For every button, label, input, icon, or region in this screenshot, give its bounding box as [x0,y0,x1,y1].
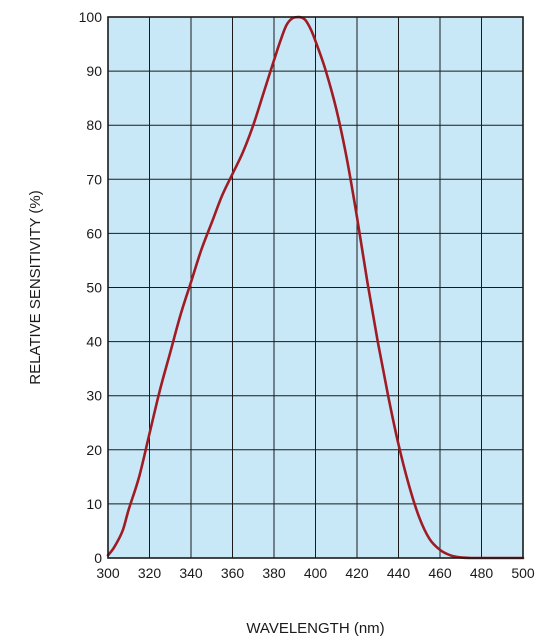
y-tick-label: 90 [86,63,102,79]
x-tick-label: 440 [387,565,411,581]
x-axis-title: WAVELENGTH (nm) [246,620,384,637]
y-tick-label: 40 [86,334,102,350]
y-tick-label: 60 [86,225,102,241]
y-tick-label: 80 [86,117,102,133]
y-axis-title: RELATIVE SENSITIVITY (%) [27,190,44,385]
x-axis-tick-labels: 300 320 340 360 380 400 420 440 460 480 500 [96,565,535,581]
y-tick-label: 10 [86,496,102,512]
y-tick-label: 70 [86,171,102,187]
y-tick-label: 20 [86,442,102,458]
x-tick-label: 360 [221,565,245,581]
x-tick-label: 340 [179,565,203,581]
x-tick-label: 380 [262,565,286,581]
y-tick-label: 100 [79,9,103,25]
y-tick-label: 0 [94,550,102,566]
x-tick-label: 420 [345,565,369,581]
y-tick-label: 50 [86,280,102,296]
y-tick-label: 30 [86,388,102,404]
sensitivity-curve [106,15,525,560]
x-tick-label: 400 [304,565,328,581]
x-tick-label: 300 [96,565,120,581]
x-tick-label: 320 [138,565,162,581]
y-axis-tick-labels: 0 10 20 30 40 50 60 70 80 90 100 [79,9,103,566]
x-tick-label: 480 [470,565,494,581]
x-tick-label: 500 [511,565,535,581]
plot-frame [107,16,524,559]
x-tick-label: 460 [428,565,452,581]
